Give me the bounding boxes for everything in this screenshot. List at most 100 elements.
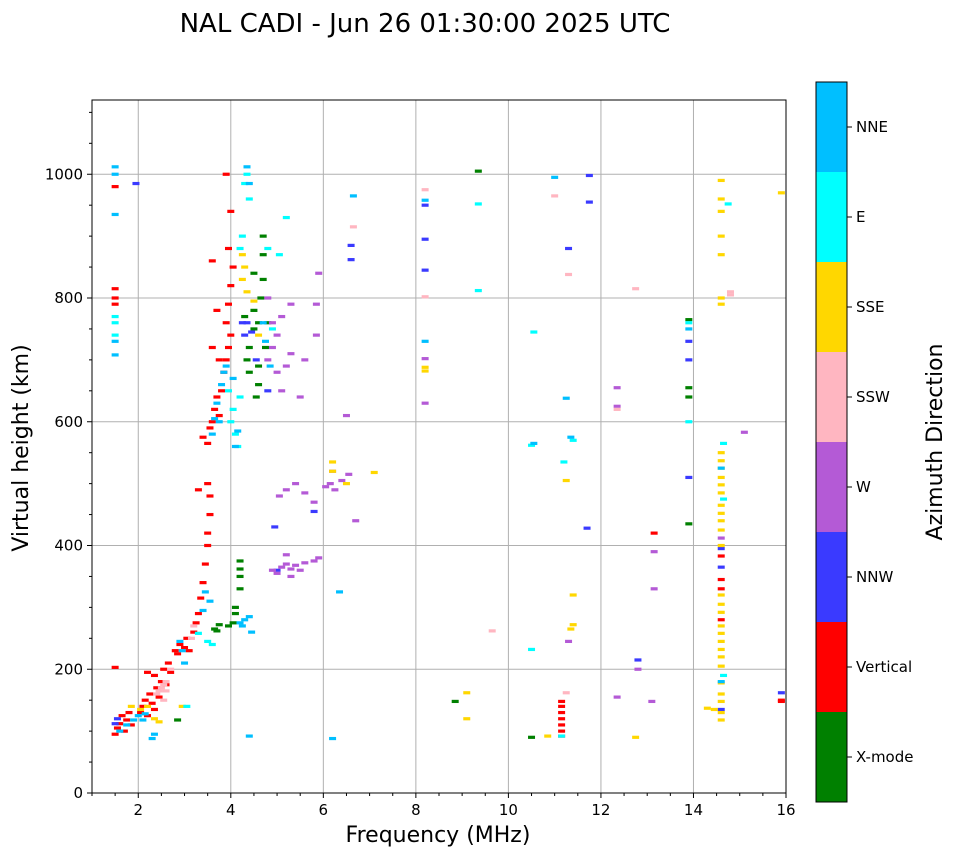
- data-point: [275, 253, 283, 257]
- data-point: [342, 482, 350, 486]
- data-point: [282, 488, 290, 492]
- data-point: [201, 562, 209, 566]
- data-point: [222, 172, 230, 176]
- data-point: [150, 717, 158, 721]
- data-point: [137, 710, 145, 715]
- data-point: [160, 683, 168, 687]
- data-point: [726, 290, 734, 294]
- data-point: [717, 710, 725, 715]
- data-point: [528, 647, 536, 652]
- data-point: [345, 472, 353, 476]
- data-point: [717, 234, 725, 238]
- colorbar: X-mode Vertical NNW W SSW SSE E NNE: [815, 81, 913, 803]
- data-point: [264, 389, 272, 393]
- data-point: [204, 639, 212, 644]
- data-point: [113, 717, 121, 721]
- data-point: [236, 567, 244, 571]
- data-point: [301, 561, 309, 565]
- data-point: [717, 624, 725, 628]
- data-point: [222, 321, 230, 325]
- data-point: [231, 444, 239, 449]
- data-point: [349, 194, 357, 198]
- colorbar-label: SSE: [856, 298, 885, 316]
- plot-area: 2 4 6 8 10 12 14 16 0 200 400 600 800 1000: [45, 99, 796, 819]
- data-point: [717, 511, 725, 515]
- data-point: [236, 574, 244, 579]
- data-point: [111, 287, 119, 291]
- data-point: [268, 327, 276, 331]
- data-point: [268, 568, 276, 572]
- data-point: [206, 494, 214, 498]
- data-point: [190, 630, 198, 634]
- data-point: [229, 621, 237, 625]
- data-point: [111, 333, 119, 337]
- data-point: [273, 571, 281, 575]
- data-point: [717, 546, 725, 551]
- data-point: [241, 181, 249, 186]
- data-point: [157, 680, 165, 684]
- data-point: [278, 565, 286, 569]
- data-point: [229, 265, 237, 269]
- data-point: [224, 624, 232, 628]
- data-point: [141, 712, 149, 716]
- data-point: [685, 395, 693, 399]
- data-point: [685, 420, 693, 424]
- data-point: [528, 735, 536, 739]
- data-point: [685, 318, 693, 322]
- data-point: [312, 333, 320, 337]
- data-point: [551, 194, 559, 198]
- data-point: [312, 302, 320, 306]
- data-point: [111, 732, 119, 736]
- data-point: [187, 636, 195, 640]
- data-point: [282, 215, 290, 220]
- data-point: [315, 556, 323, 560]
- data-point: [120, 729, 128, 733]
- data-point: [141, 698, 149, 702]
- data-point: [720, 497, 728, 501]
- data-point: [222, 358, 230, 362]
- data-point: [528, 443, 536, 447]
- data-point: [262, 345, 269, 350]
- data-point: [717, 692, 725, 696]
- data-point: [162, 689, 170, 693]
- data-marks: [111, 165, 785, 741]
- data-point: [137, 707, 145, 712]
- data-point: [463, 717, 471, 721]
- data-point: [192, 621, 200, 625]
- colorbar-label: Vertical: [856, 658, 912, 676]
- data-point: [310, 509, 318, 514]
- data-point: [562, 478, 570, 483]
- data-point: [259, 234, 267, 238]
- data-point: [632, 735, 640, 739]
- data-point: [250, 327, 258, 331]
- data-point: [171, 649, 179, 653]
- data-point: [421, 339, 429, 343]
- data-point: [125, 710, 133, 715]
- plot-background: [92, 100, 786, 793]
- data-point: [127, 723, 135, 727]
- data-point: [236, 587, 244, 591]
- data-point: [634, 667, 642, 671]
- grid-lines: [92, 100, 786, 793]
- data-point: [206, 512, 214, 517]
- data-point: [224, 246, 232, 251]
- data-point: [726, 293, 734, 297]
- data-point: [266, 364, 274, 368]
- data-point: [558, 734, 566, 738]
- data-point: [176, 642, 184, 647]
- data-point: [717, 543, 725, 548]
- data-point: [130, 718, 138, 722]
- data-point: [259, 253, 267, 257]
- data-point: [558, 704, 566, 708]
- data-point: [717, 577, 725, 582]
- data-point: [685, 386, 693, 390]
- data-point: [111, 165, 119, 169]
- data-point: [204, 482, 212, 486]
- data-point: [569, 623, 577, 627]
- data-point: [558, 723, 566, 727]
- data-point: [236, 621, 244, 625]
- x-tick-label: 6: [319, 801, 329, 819]
- data-point: [292, 482, 300, 486]
- data-point: [213, 629, 221, 633]
- data-point: [463, 691, 471, 695]
